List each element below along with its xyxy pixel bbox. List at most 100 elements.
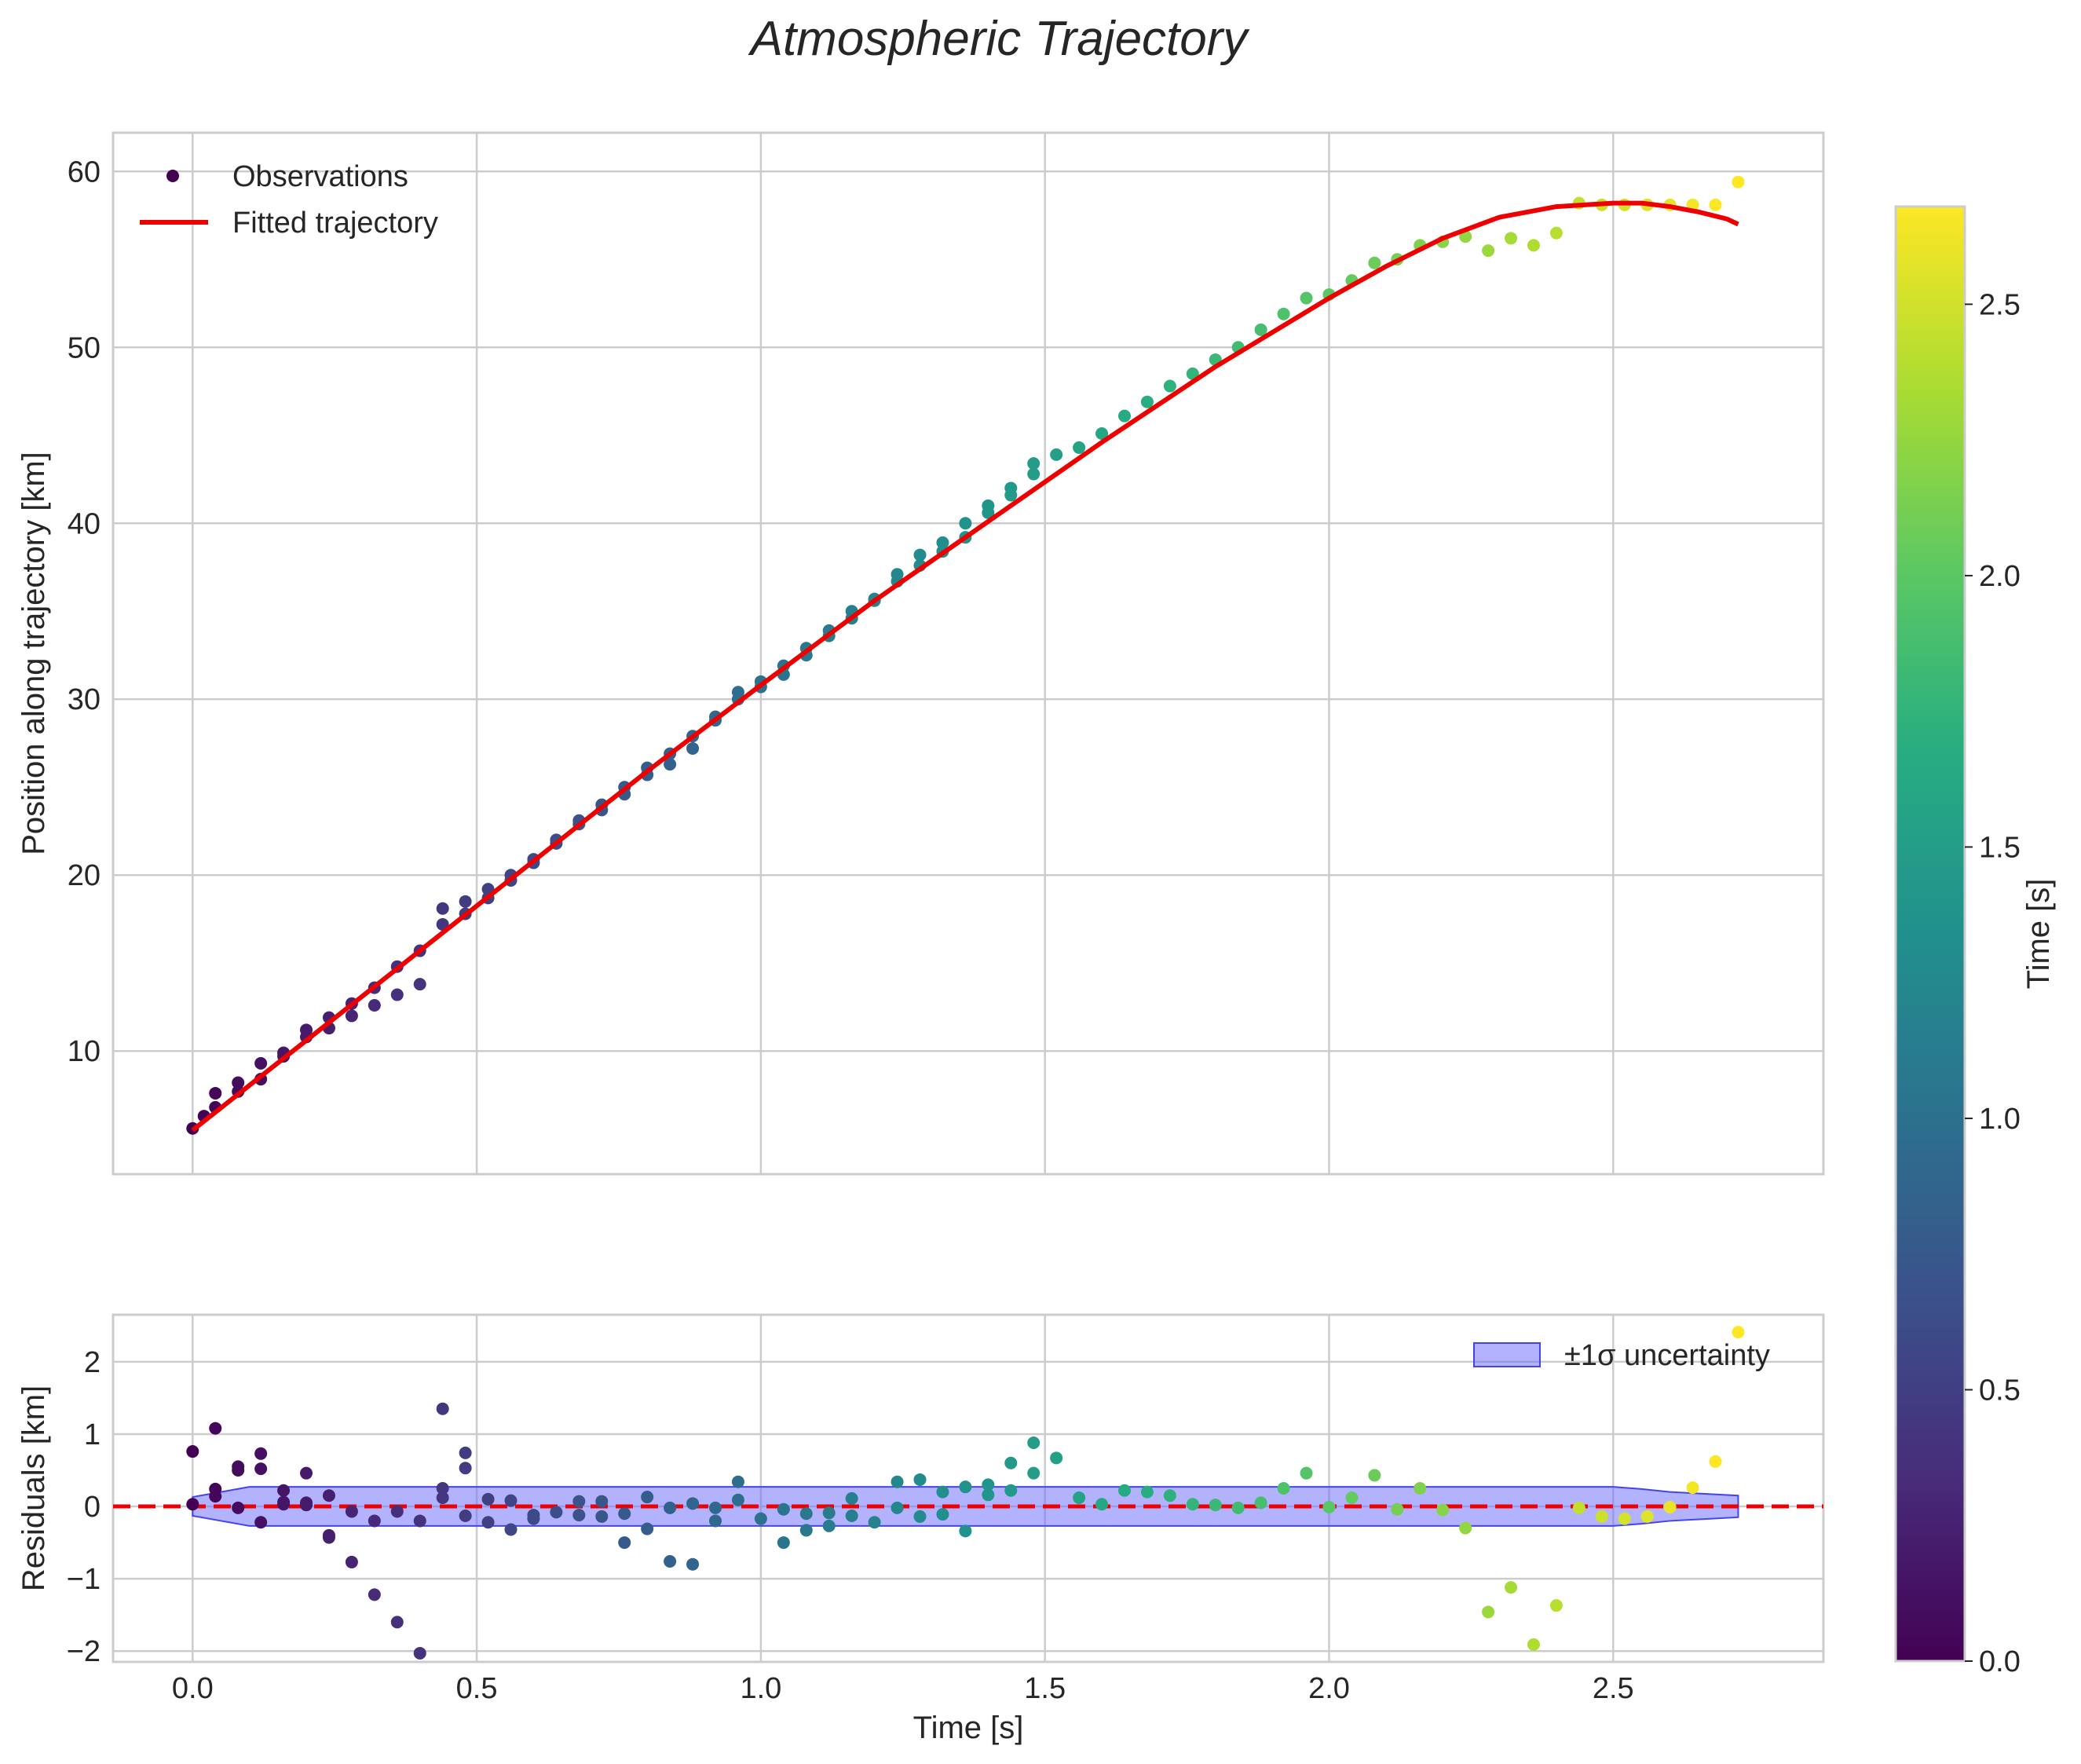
residual-point	[459, 1446, 472, 1459]
residual-point	[209, 1422, 222, 1435]
residuals-plot-frame	[112, 1313, 1825, 1663]
residual-point	[390, 1616, 404, 1629]
main-plot: 10 20 30 40 50 60 Position along trajectory […	[16, 131, 1825, 1176]
residual-point	[1322, 1500, 1336, 1513]
residual-point	[822, 1506, 836, 1520]
residual-point	[641, 1491, 654, 1504]
residual-point	[1345, 1491, 1359, 1504]
residual-point	[186, 1498, 199, 1511]
main-y-tick-label: 30	[68, 683, 101, 716]
x-tick-labels: 0.0 0.5 1.0 1.5 2.0 2.5	[172, 1672, 1634, 1705]
residual-point	[936, 1508, 949, 1521]
x-tick-label: 2.5	[1593, 1672, 1634, 1705]
observation-point	[1709, 198, 1722, 211]
residual-point	[709, 1514, 722, 1528]
legend-uncertainty-swatch	[1473, 1342, 1541, 1367]
residual-point	[436, 1491, 449, 1504]
observation-point	[686, 741, 700, 755]
residual-point	[777, 1536, 790, 1550]
legend-fitted-label: Fitted trajectory	[232, 207, 438, 240]
residual-point	[322, 1489, 335, 1502]
residual-point	[777, 1502, 790, 1516]
residual-point	[1209, 1499, 1222, 1512]
residual-point	[1277, 1482, 1290, 1495]
residual-point	[232, 1463, 245, 1477]
observation-point	[982, 499, 995, 512]
residuals-y-tick-label: 2	[84, 1346, 101, 1379]
residual-point	[1459, 1521, 1472, 1535]
main-data-marks	[186, 175, 1745, 1135]
residuals-data-marks	[113, 1326, 1823, 1660]
main-y-tick-label: 50	[68, 331, 101, 364]
colorbar-tick-label: 2.5	[1979, 288, 2021, 321]
residual-point	[254, 1447, 268, 1460]
residual-point	[277, 1495, 291, 1509]
residual-point	[868, 1516, 881, 1529]
residual-point	[1117, 1484, 1131, 1497]
residual-point	[1663, 1500, 1677, 1513]
observation-point	[1300, 291, 1313, 305]
residual-point	[1640, 1510, 1654, 1523]
main-y-tick-label: 40	[68, 507, 101, 540]
residual-point	[686, 1557, 700, 1571]
observation-point	[1027, 467, 1040, 481]
residual-point	[186, 1445, 199, 1458]
residual-point	[618, 1536, 631, 1550]
x-tick-label: 1.5	[1024, 1672, 1066, 1705]
residual-point	[641, 1522, 654, 1535]
observation-point	[959, 517, 972, 530]
residual-point	[254, 1462, 268, 1476]
residual-point	[504, 1494, 518, 1507]
residual-point	[504, 1523, 518, 1536]
residual-point	[1709, 1455, 1722, 1468]
residual-point	[1549, 1599, 1563, 1612]
residual-point	[481, 1492, 495, 1506]
x-tick-label: 0.5	[456, 1672, 498, 1705]
residual-point	[322, 1528, 335, 1542]
observation-point	[1050, 448, 1063, 461]
observation-point	[1368, 256, 1381, 269]
residual-point	[664, 1501, 677, 1514]
observation-point	[300, 1023, 313, 1037]
residual-point	[595, 1495, 609, 1508]
residual-point	[1436, 1503, 1450, 1517]
residual-point	[731, 1493, 744, 1506]
colorbar-frame	[1894, 205, 1966, 1663]
residual-point	[1595, 1510, 1608, 1523]
residuals-y-tick-label: 1	[84, 1418, 101, 1451]
observation-point	[368, 998, 381, 1012]
residual-point	[527, 1512, 540, 1525]
main-legend: Observations Fitted trajectory	[140, 160, 438, 240]
observation-point	[345, 1009, 358, 1023]
colorbar-tick-label: 1.5	[1979, 831, 2021, 864]
fitted-trajectory-line	[191, 200, 1739, 1133]
observation-point	[1254, 323, 1267, 336]
residual-point	[345, 1555, 358, 1568]
residual-point	[459, 1462, 472, 1475]
legend-observations-label: Observations	[232, 160, 408, 193]
residual-point	[459, 1509, 472, 1522]
legend-observations-marker	[166, 170, 179, 182]
colorbar: 0.0 0.5 1.0 1.5 2.0 2.5 Time [s]	[1894, 205, 2056, 1678]
residual-point	[664, 1555, 677, 1568]
residual-point	[845, 1509, 858, 1522]
residual-point	[959, 1480, 972, 1494]
residual-point	[1391, 1502, 1404, 1516]
main-gridlines	[113, 133, 1823, 1174]
residual-point	[436, 1402, 449, 1415]
observation-point	[1004, 481, 1018, 495]
residuals-y-tick-label: 0	[84, 1491, 101, 1524]
observation-point	[413, 978, 426, 991]
observation-point	[913, 548, 927, 562]
main-y-axis-label: Position along trajectory [km]	[16, 452, 51, 855]
observation-point	[1186, 367, 1199, 380]
residual-point	[1686, 1481, 1699, 1495]
observation-point	[1549, 226, 1563, 240]
legend-uncertainty-label: ±1σ uncertainty	[1564, 1339, 1770, 1372]
residual-point	[1505, 1581, 1518, 1594]
colorbar-tick-label: 0.0	[1979, 1645, 2021, 1678]
residual-point	[1186, 1498, 1199, 1511]
residual-point	[1368, 1469, 1381, 1482]
observation-point	[731, 686, 744, 699]
observation-point	[232, 1076, 245, 1089]
